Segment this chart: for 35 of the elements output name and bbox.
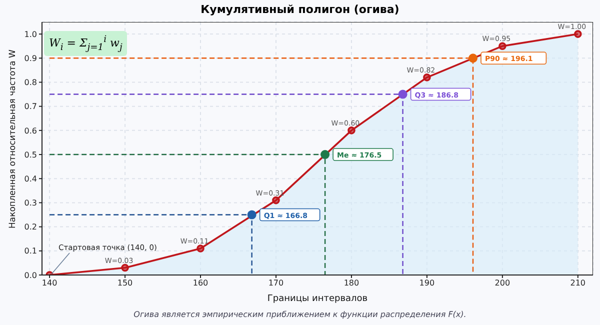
text: Огива является эмпирическим приближением к функции распределения F(x). — [132, 310, 468, 319]
y-tick-label: 0.8 — [24, 78, 37, 88]
y-tick-label: 0.1 — [24, 246, 37, 256]
point — [398, 90, 408, 99]
x-tick-label: 150 — [117, 278, 133, 288]
y-tick-label: 1.0 — [24, 30, 37, 39]
x-tick-label: 190 — [419, 278, 435, 288]
x-tick-label: 170 — [268, 278, 284, 288]
x-tick-label: 180 — [344, 278, 360, 288]
y-tick-label: 0.0 — [24, 270, 37, 280]
annotation: W$_{i}$ = Σ$_{j=1}$$^{i}$ w$_{j}$ — [44, 31, 128, 56]
point — [196, 244, 204, 252]
point — [423, 74, 431, 82]
point — [468, 54, 478, 63]
point — [498, 42, 506, 50]
point — [320, 150, 330, 160]
x-tick-label: 200 — [494, 278, 510, 288]
x-tick-label: 210 — [570, 278, 586, 288]
y-tick-label: 0.3 — [24, 198, 37, 208]
x-axis-title: Границы интервалов — [267, 294, 368, 304]
point — [247, 210, 256, 220]
point — [121, 264, 129, 272]
point — [348, 126, 356, 134]
y-tick-label: 0.6 — [24, 126, 37, 136]
y-tick-label: 0.5 — [24, 150, 37, 160]
y-tick-label: 0.4 — [24, 174, 37, 184]
x-tick-label: 160 — [192, 278, 208, 288]
point — [574, 30, 582, 38]
y-tick-label: 0.9 — [24, 54, 37, 63]
point — [272, 196, 280, 204]
chart-title: Кумулятивный полигон (огива) — [200, 3, 400, 16]
y-axis-title: Накопленная относительная частота W — [8, 48, 18, 228]
x-tick-label: 140 — [42, 278, 58, 288]
y-tick-label: 0.2 — [24, 222, 37, 232]
y-tick-label: 0.7 — [24, 102, 37, 112]
